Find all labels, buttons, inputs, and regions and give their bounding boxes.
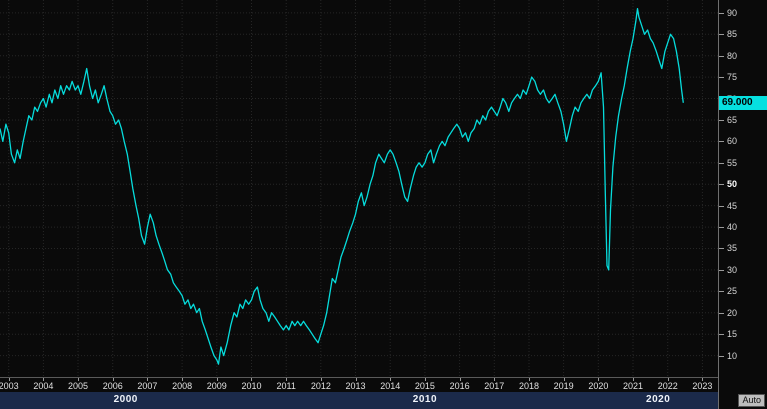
x-tick-label: 2017 — [484, 381, 505, 391]
x-tick-label: 2023 — [692, 381, 713, 391]
y-tick-mark — [719, 269, 724, 271]
y-tick-label: 65 — [727, 114, 738, 125]
x-tick-label: 2016 — [449, 381, 470, 391]
y-tick-label: 25 — [727, 286, 738, 297]
x-tick-mark — [633, 378, 635, 381]
y-tick-mark — [719, 291, 724, 293]
x-tick-label: 2019 — [553, 381, 574, 391]
x-tick-mark — [147, 378, 149, 381]
y-axis[interactable]: 69.000 Auto 1015202530354045505560657075… — [718, 0, 767, 409]
x-tick-mark — [8, 378, 10, 381]
y-tick-label: 10 — [727, 350, 738, 361]
x-tick-mark — [390, 378, 392, 381]
last-price-badge: 69.000 — [719, 95, 767, 110]
y-tick-label: 80 — [727, 50, 738, 61]
y-tick-mark — [719, 141, 724, 143]
y-tick-mark — [719, 55, 724, 57]
x-tick-mark — [355, 378, 357, 381]
x-tick-mark — [563, 378, 565, 381]
y-tick-label: 55 — [727, 157, 738, 168]
x-tick-mark — [528, 378, 530, 381]
y-tick-label: 75 — [727, 72, 738, 83]
x-tick-mark — [494, 378, 496, 381]
y-tick-mark — [719, 227, 724, 229]
x-tick-mark — [320, 378, 322, 381]
x-tick-label: 2014 — [380, 381, 401, 391]
decade-label: 2010 — [412, 394, 438, 405]
y-tick-mark — [719, 312, 724, 314]
y-tick-label: 35 — [727, 243, 738, 254]
x-tick-mark — [43, 378, 45, 381]
x-tick-label: 2008 — [172, 381, 193, 391]
y-tick-mark — [719, 184, 724, 186]
last-price-value: 69.000 — [722, 96, 753, 108]
y-tick-mark — [719, 77, 724, 79]
x-tick-label: 2011 — [276, 381, 296, 391]
y-tick-label: 90 — [727, 7, 738, 18]
x-axis[interactable]: 2003 2004 2005 2006 2007 2008 2009 2010 2011 2012… — [0, 377, 718, 392]
y-tick-label: 30 — [727, 264, 738, 275]
decade-label: 2020 — [646, 394, 671, 405]
x-tick-label: 2013 — [345, 381, 366, 391]
x-tick-mark — [459, 378, 461, 381]
y-tick-mark — [719, 334, 724, 336]
y-tick-mark — [719, 162, 724, 164]
y-tick-label: 15 — [727, 329, 738, 340]
x-tick-mark — [702, 378, 704, 381]
decade-bar: 2000 2010 2020 — [0, 392, 718, 409]
x-tick-label: 2006 — [102, 381, 123, 391]
x-tick-label: 2007 — [137, 381, 158, 391]
x-tick-label: 2003 — [0, 381, 19, 391]
y-tick-mark — [719, 205, 724, 207]
price-chart-plot-area[interactable] — [0, 0, 718, 377]
x-tick-label: 2009 — [206, 381, 227, 391]
x-tick-label: 2020 — [588, 381, 609, 391]
y-tick-label: 20 — [727, 307, 738, 318]
y-tick-label: 40 — [727, 222, 738, 233]
y-tick-mark — [719, 119, 724, 121]
y-tick-mark — [719, 248, 724, 250]
x-tick-mark — [216, 378, 218, 381]
decade-label: 2000 — [113, 394, 138, 405]
x-tick-label: 2004 — [33, 381, 54, 391]
y-tick-label: 85 — [727, 29, 738, 40]
x-tick-label: 2012 — [310, 381, 331, 391]
x-tick-label: 2010 — [241, 381, 262, 391]
chart-canvas — [0, 0, 718, 377]
x-tick-mark — [286, 378, 288, 381]
y-tick-label: 45 — [727, 200, 738, 211]
y-tick-mark — [719, 34, 724, 36]
x-tick-mark — [598, 378, 600, 381]
y-tick-mark — [719, 12, 724, 14]
x-tick-label: 2005 — [68, 381, 89, 391]
y-tick-label: 60 — [727, 136, 738, 147]
auto-scale-button[interactable]: Auto — [738, 394, 765, 407]
x-tick-mark — [667, 378, 669, 381]
x-tick-label: 2018 — [518, 381, 539, 391]
x-tick-label: 2022 — [657, 381, 678, 391]
x-tick-mark — [78, 378, 80, 381]
y-tick-mark — [719, 355, 724, 357]
y-tick-label: 50 — [727, 179, 738, 190]
x-tick-mark — [182, 378, 184, 381]
x-tick-label: 2015 — [414, 381, 435, 391]
x-tick-mark — [112, 378, 114, 381]
x-tick-mark — [424, 378, 426, 381]
x-tick-label: 2021 — [623, 381, 644, 391]
x-tick-mark — [251, 378, 253, 381]
